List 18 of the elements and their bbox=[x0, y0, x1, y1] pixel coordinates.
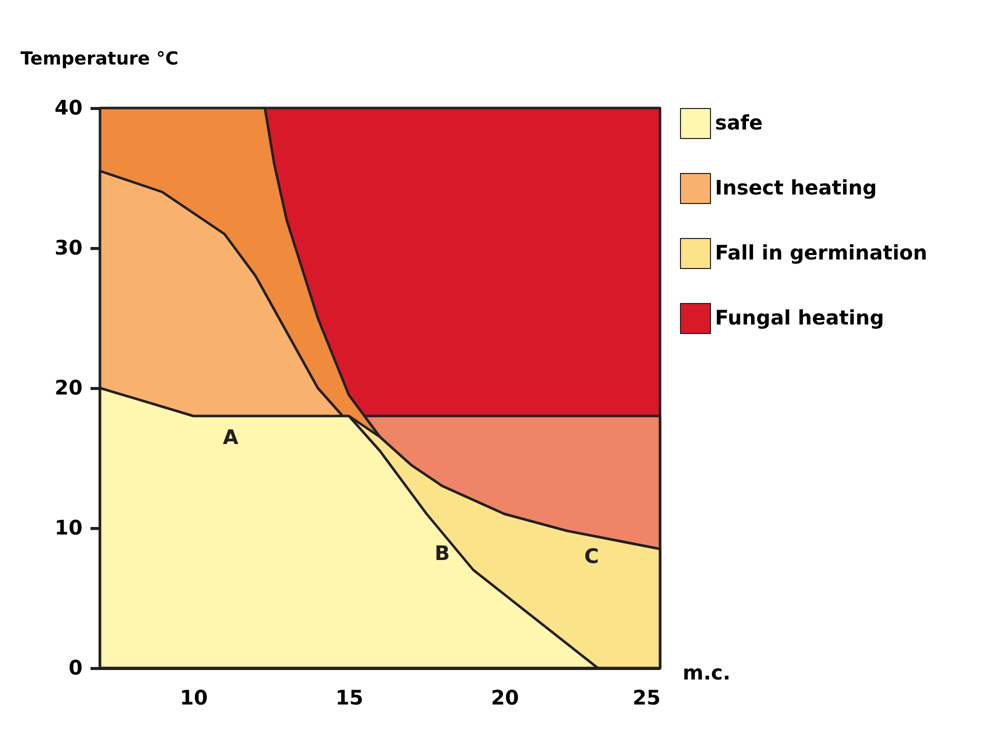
y-axis-title: Temperature °C bbox=[20, 48, 178, 70]
legend-label: Fungal heating bbox=[715, 306, 884, 330]
y-tick-label: 20 bbox=[54, 376, 82, 400]
y-tick-label: 30 bbox=[54, 236, 82, 260]
y-tick-label: 40 bbox=[54, 96, 82, 120]
x-tick-label: 20 bbox=[491, 686, 519, 710]
x-tick-label: 25 bbox=[632, 686, 660, 710]
legend-label: Insect heating bbox=[715, 176, 877, 200]
x-tick-label: 10 bbox=[180, 686, 208, 710]
x-tick-label: 15 bbox=[335, 686, 364, 710]
annotation: A bbox=[222, 425, 239, 449]
annotation: B bbox=[434, 541, 450, 566]
y-tick-label: 10 bbox=[54, 516, 82, 540]
y-tick-label: 0 bbox=[68, 656, 82, 680]
legend-label: safe bbox=[715, 110, 763, 134]
legend-label: Fall in germination bbox=[715, 240, 928, 264]
annotation: C bbox=[584, 544, 599, 568]
x-axis-title: m.c. bbox=[682, 660, 730, 684]
